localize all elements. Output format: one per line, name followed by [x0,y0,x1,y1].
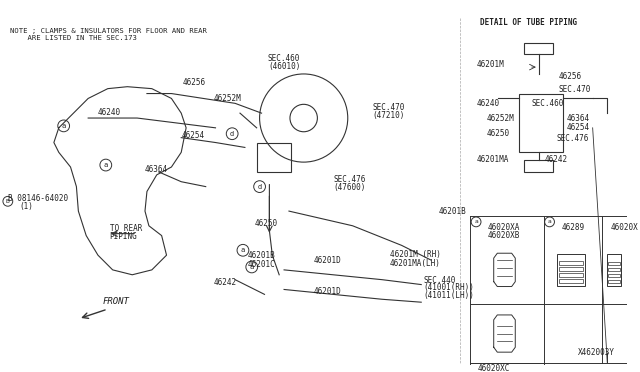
Text: d: d [230,131,234,137]
Text: (41001(RH)): (41001(RH)) [423,283,474,292]
Text: a: a [250,264,254,270]
Text: 46252M: 46252M [214,94,241,103]
Text: 46242: 46242 [214,278,237,286]
Text: FRONT: FRONT [103,297,130,306]
Text: 46201MA: 46201MA [477,155,509,164]
Bar [559,279,583,283]
Text: a: a [474,219,478,224]
Bar [607,254,621,286]
Text: 46201B: 46201B [439,207,467,216]
Text: 46201C: 46201C [248,260,276,269]
Text: 46020XC: 46020XC [478,364,511,372]
Text: B 08146-64020: B 08146-64020 [8,194,68,203]
Text: 46201MA(LH): 46201MA(LH) [390,259,441,268]
Text: 46201B: 46201B [248,251,276,260]
Text: a: a [241,247,245,253]
Text: SEC.440: SEC.440 [423,276,456,285]
Text: SEC.476: SEC.476 [333,175,365,184]
Text: NOTE ; CLAMPS & INSULATORS FOR FLOOR AND REAR
    ARE LISTED IN THE SEC.173: NOTE ; CLAMPS & INSULATORS FOR FLOOR AND… [10,28,207,41]
Text: a: a [61,123,66,129]
Text: (47210): (47210) [372,111,404,120]
Bar [519,93,563,152]
Bar [609,262,620,265]
Bar [557,254,585,286]
Text: TO REAR: TO REAR [109,224,142,233]
Text: DETAIL OF TUBE PIPING: DETAIL OF TUBE PIPING [480,18,577,27]
Text: 46254: 46254 [566,123,589,132]
Text: 46250: 46250 [487,129,510,138]
Bar [609,268,620,271]
Bar [470,363,543,372]
Text: 46252M: 46252M [487,114,515,123]
Text: 46256: 46256 [182,78,205,87]
Text: SEC.470: SEC.470 [558,84,591,94]
Text: PIPING: PIPING [109,231,138,241]
Bar [559,267,583,271]
Text: 46289: 46289 [561,223,584,232]
Text: 46256: 46256 [558,72,582,81]
Bar [559,261,583,265]
Text: SEC.470: SEC.470 [372,103,404,112]
Text: X462003Y: X462003Y [578,348,615,357]
Text: SEC.460: SEC.460 [268,54,300,63]
Bar [559,273,583,277]
Text: 46242: 46242 [545,155,568,164]
Text: 46020XB: 46020XB [488,231,520,240]
Text: a: a [104,162,108,168]
Text: (1): (1) [20,202,33,211]
Text: (47600): (47600) [333,183,365,192]
Text: SEC.476: SEC.476 [556,134,589,142]
Text: 46020XA: 46020XA [488,223,520,232]
Text: a: a [548,219,552,224]
Text: B: B [6,199,10,204]
Bar [609,280,620,283]
Text: 46201D: 46201D [314,256,341,265]
Text: 46240: 46240 [477,99,500,108]
Text: 46254: 46254 [181,131,204,140]
Text: 46364: 46364 [145,165,168,174]
Bar [524,43,554,54]
Bar [524,160,554,172]
Text: (46010): (46010) [268,62,300,71]
Text: 46240: 46240 [98,108,121,117]
Text: d: d [257,184,262,190]
Text: 46020X: 46020X [611,223,638,232]
Text: 46364: 46364 [566,114,589,123]
Text: 46201M (RH): 46201M (RH) [390,250,441,259]
Text: 46201D: 46201D [314,287,341,296]
Text: SEC.460: SEC.460 [532,99,564,108]
Text: (41011(LH)): (41011(LH)) [423,291,474,300]
Bar [257,142,291,172]
Text: 46201M: 46201M [477,60,505,69]
Bar [609,274,620,277]
Text: 46250: 46250 [255,219,278,228]
